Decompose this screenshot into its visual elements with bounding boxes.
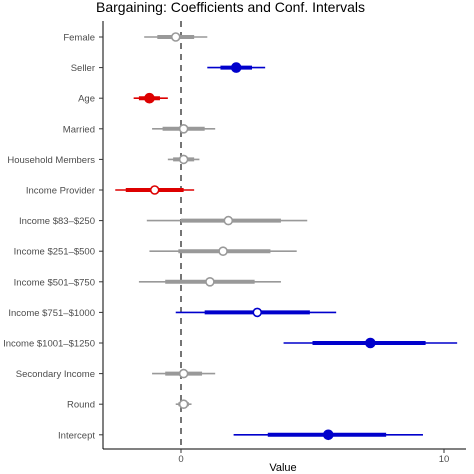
plot-area: Female Seller Age Married Household Members I…	[3, 21, 466, 465]
coefficient-row: Intercept	[58, 429, 423, 441]
point-estimate	[178, 399, 189, 410]
point-estimate	[205, 276, 215, 287]
point-estimate	[144, 92, 155, 104]
x-axis-title: Value	[269, 462, 296, 474]
point-estimate	[218, 246, 228, 256]
coefficient-row: Age	[78, 92, 168, 105]
chart-title: Bargaining: Coefficients and Conf. Inter…	[96, 0, 365, 15]
x-tick-label: 10	[439, 454, 450, 465]
point-estimate	[322, 429, 334, 441]
y-tick-label: Income $751–$1000	[8, 308, 95, 319]
y-tick-label: Married	[63, 124, 95, 135]
y-tick-label: Income $1001–$1250	[3, 339, 95, 350]
y-tick-label: Income $83–$250	[19, 216, 95, 227]
y-tick-label: Income $251–$500	[14, 247, 95, 258]
coefficient-row: Income $1001–$1250	[3, 337, 458, 350]
coefficient-row: Income $251–$500	[14, 246, 297, 258]
y-tick-label: Household Members	[7, 155, 95, 166]
point-estimate	[365, 337, 376, 349]
point-estimate	[230, 62, 242, 73]
y-tick-label: Round	[67, 400, 95, 411]
point-estimate	[178, 368, 189, 379]
y-tick-label: Female	[63, 33, 95, 44]
coefficient-row: Income $751–$1000	[8, 307, 337, 319]
x-tick-label: 0	[178, 454, 183, 465]
y-tick-label: Secondary Income	[16, 369, 95, 380]
coefficient-row: Secondary Income	[16, 368, 216, 380]
coefficient-row: Female	[63, 32, 208, 44]
y-tick-label: Intercept	[58, 430, 95, 441]
point-estimate	[178, 154, 189, 165]
point-estimate	[223, 215, 234, 226]
coefficient-row: Married	[63, 124, 216, 135]
point-estimate	[178, 124, 189, 134]
coefficient-row: Household Members	[7, 154, 200, 166]
coefficient-row: Income $501–$750	[14, 276, 281, 288]
x-axis-ticks: 0 10	[178, 449, 449, 465]
coefficient-row: Income $83–$250	[19, 215, 308, 227]
point-estimate	[149, 185, 160, 195]
point-estimate	[252, 307, 263, 318]
y-tick-label: Seller	[71, 63, 95, 74]
coefficient-row: Round	[67, 399, 192, 411]
point-estimate	[170, 32, 181, 42]
coefficient-row: Seller	[71, 62, 266, 74]
coefficient-row: Income Provider	[26, 185, 195, 197]
y-tick-label: Income Provider	[26, 186, 95, 197]
y-tick-label: Age	[78, 94, 95, 105]
coefficient-rows: Female Seller Age Married Household Members I…	[3, 32, 458, 441]
y-tick-label: Income $501–$750	[14, 277, 95, 288]
